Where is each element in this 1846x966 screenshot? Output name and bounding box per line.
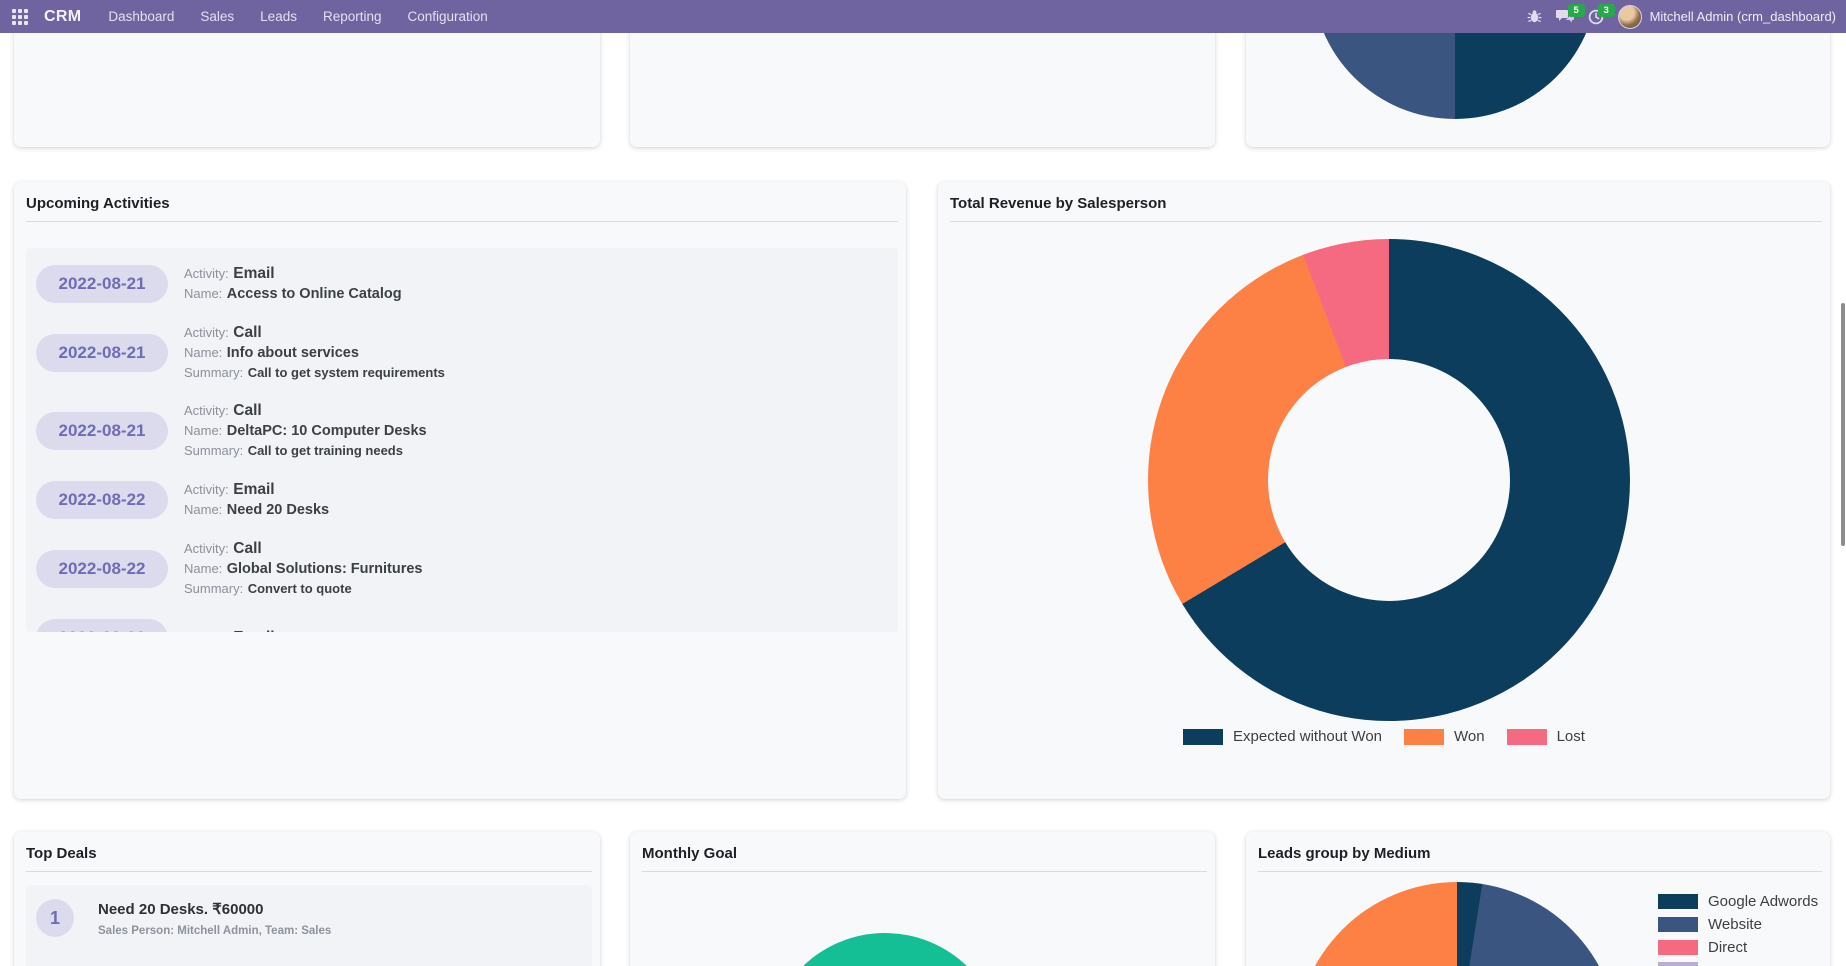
activity-item-clipped[interactable]: 2022-08-22 Activity: Email — [36, 612, 898, 632]
revenue-donut-chart[interactable] — [1148, 239, 1630, 721]
activity-type: Email — [233, 629, 274, 632]
divider — [642, 871, 1207, 872]
legend-item-google-adwords[interactable]: Google Adwords — [1658, 893, 1818, 910]
divider — [1258, 871, 1822, 872]
activity-date: 2022-08-22 — [36, 550, 168, 588]
revenue-legend: Expected without Won Won Lost — [938, 728, 1830, 745]
monthly-goal-card: Monthly Goal — [630, 832, 1215, 966]
legend-swatch — [1658, 917, 1698, 932]
legend-item-expected[interactable]: Expected without Won — [1183, 728, 1382, 745]
legend-swatch — [1658, 894, 1698, 909]
top-deals-card: Top Deals 1 Need 20 Desks. ₹60000 Sales … — [14, 832, 600, 966]
vertical-scrollbar-thumb[interactable] — [1841, 303, 1845, 546]
divider — [950, 221, 1822, 222]
upcoming-activities-card: Upcoming Activities 2022-08-21 Activity:… — [14, 182, 906, 799]
menu-sales[interactable]: Sales — [200, 9, 235, 24]
deal-item[interactable]: 1 Need 20 Desks. ₹60000 Sales Person: Mi… — [36, 899, 582, 937]
activity-name: Access to Online Catalog — [226, 286, 402, 302]
legend-swatch — [1183, 728, 1224, 745]
legend-swatch — [1404, 728, 1445, 745]
legend-swatch — [1658, 940, 1698, 955]
activity-name: Global Solutions: Furnitures — [226, 561, 423, 577]
activities-list[interactable]: 2022-08-21 Activity: Email Name: Access … — [26, 248, 898, 632]
user-menu[interactable]: Mitchell Admin (crm_dashboard) — [1617, 4, 1836, 29]
activity-type: Call — [233, 540, 262, 557]
legend-item-won[interactable]: Won — [1404, 728, 1485, 745]
user-name: Mitchell Admin (crm_dashboard) — [1649, 9, 1836, 24]
activity-date: 2022-08-21 — [36, 412, 168, 450]
messages-icon[interactable]: 5 — [1555, 4, 1585, 24]
divider — [26, 221, 898, 222]
activity-type: Email — [233, 265, 275, 282]
deals-list: 1 Need 20 Desks. ₹60000 Sales Person: Mi… — [26, 885, 592, 966]
activity-name: DeltaPC: 10 Computer Desks — [226, 423, 427, 439]
debug-bug-icon[interactable] — [1527, 9, 1542, 24]
leads-by-medium-card: Leads group by Medium Google Adwords Web… — [1246, 832, 1830, 966]
total-revenue-card: Total Revenue by Salesperson Expected wi… — [938, 182, 1830, 799]
activity-summary: Convert to quote — [247, 581, 352, 596]
activity-name: Info about services — [226, 345, 359, 361]
activity-item[interactable]: 2022-08-21 Activity: Email Name: Access … — [36, 258, 898, 310]
menu-configuration[interactable]: Configuration — [407, 9, 488, 24]
activity-type: Call — [233, 324, 262, 341]
deal-subtitle: Sales Person: Mitchell Admin, Team: Sale… — [98, 924, 332, 937]
activity-date: 2022-08-21 — [36, 265, 168, 303]
deal-title: Need 20 Desks. ₹60000 — [98, 900, 264, 918]
navbar-right: 5 3 Mitchell Admin (crm_dashboard) — [1527, 0, 1836, 33]
legend-swatch — [1658, 962, 1698, 966]
activity-date: 2022-08-22 — [36, 481, 168, 519]
leads-legend: Google Adwords Website Direct — [1658, 893, 1818, 966]
activity-summary: Call to get training needs — [247, 443, 403, 458]
app-title[interactable]: CRM — [44, 7, 82, 25]
activity-item[interactable]: 2022-08-22 Activity: Email Name: Need 20… — [36, 474, 898, 526]
menu-dashboard[interactable]: Dashboard — [108, 9, 175, 24]
legend-item-direct[interactable]: Direct — [1658, 939, 1818, 956]
deal-rank: 1 — [36, 899, 74, 937]
card-title: Top Deals — [26, 845, 97, 862]
main-menu: Dashboard Sales Leads Reporting Configur… — [95, 0, 500, 33]
activity-type: Call — [233, 402, 262, 419]
menu-reporting[interactable]: Reporting — [322, 9, 382, 24]
leads-pie-chart[interactable] — [1295, 882, 1619, 966]
monthly-goal-gauge-chart[interactable] — [767, 933, 1003, 966]
activity-item[interactable]: 2022-08-21 Activity: Call Name: Info abo… — [36, 318, 898, 388]
card-title: Monthly Goal — [642, 845, 737, 862]
card-title: Leads group by Medium — [1258, 845, 1431, 862]
menu-leads[interactable]: Leads — [260, 9, 297, 24]
activities-clock-icon[interactable]: 3 — [1588, 3, 1615, 25]
donut-hole — [1268, 359, 1510, 601]
activity-summary: Call to get system requirements — [247, 365, 445, 380]
legend-item-website[interactable]: Website — [1658, 916, 1818, 933]
activities-badge: 3 — [1597, 3, 1615, 17]
user-avatar — [1617, 4, 1642, 29]
activity-date: 2022-08-21 — [36, 334, 168, 372]
activity-type: Email — [233, 481, 275, 498]
apps-grid-icon[interactable] — [12, 8, 28, 25]
card-title: Total Revenue by Salesperson — [950, 195, 1167, 212]
activity-item[interactable]: 2022-08-22 Activity: Call Name: Global S… — [36, 534, 898, 604]
top-navbar: CRM Dashboard Sales Leads Reporting Conf… — [0, 0, 1846, 33]
card-title: Upcoming Activities — [26, 195, 170, 212]
divider — [26, 871, 592, 872]
activity-date: 2022-08-22 — [36, 619, 168, 632]
messages-badge: 5 — [1567, 4, 1585, 17]
legend-item-lost[interactable]: Lost — [1506, 728, 1585, 745]
activity-name: Need 20 Desks — [226, 502, 330, 518]
legend-item-clipped[interactable] — [1658, 962, 1818, 966]
legend-swatch — [1506, 728, 1547, 745]
activity-item[interactable]: 2022-08-21 Activity: Call Name: DeltaPC:… — [36, 396, 898, 466]
